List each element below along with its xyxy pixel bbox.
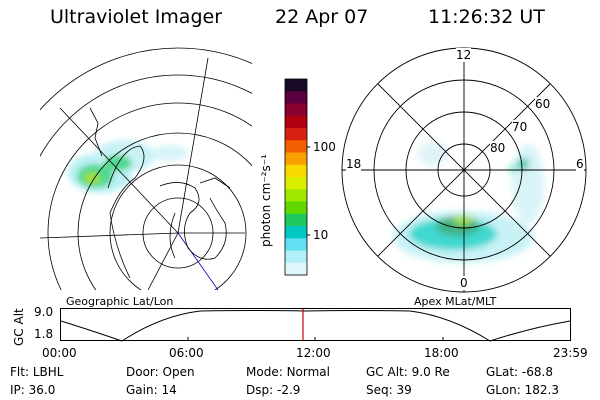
colorbar-tick-100: 100 xyxy=(313,140,336,154)
status-gain-value: 14 xyxy=(161,383,177,397)
status-mode-label: Mode: xyxy=(246,365,283,379)
colorbar-unit-label: photon cm⁻²s⁻¹ xyxy=(259,154,273,247)
timeline-ytick-9: 9.0 xyxy=(34,305,54,319)
status-ip: IP: 36.0 xyxy=(10,383,55,397)
timeline-xtick-0600: 06:00 xyxy=(169,346,204,360)
status-glon: GLon: 182.3 xyxy=(486,383,559,397)
colorbar-stripe xyxy=(285,79,307,92)
timeline-xtick-1200: 12:00 xyxy=(296,346,331,360)
app-title: Ultraviolet Imager xyxy=(50,6,223,28)
status-mode: Mode: Normal xyxy=(246,365,330,379)
timeline-xtick-1800: 18:00 xyxy=(424,346,459,360)
timeline-xtick-2359: 23:59 xyxy=(553,346,588,360)
status-mode-value: Normal xyxy=(286,365,330,379)
timeline-xtick-0000: 00:00 xyxy=(42,346,77,360)
colorbar-stripe xyxy=(285,238,307,251)
mlt-label-0: 0 xyxy=(460,276,468,290)
status-dsp-value: -2.9 xyxy=(276,383,301,397)
colorbar-stripe xyxy=(285,115,307,129)
right-panel-label: Apex MLat/MLT xyxy=(414,295,497,308)
status-door-label: Door: xyxy=(126,365,159,379)
status-door: Door: Open xyxy=(126,365,195,379)
status-seq-label: Seq: xyxy=(366,383,393,397)
colorbar-stripe xyxy=(285,189,307,202)
colorbar-stripe xyxy=(285,164,307,178)
status-flt-label: Flt: xyxy=(10,365,29,379)
mlt-label-6: 6 xyxy=(576,157,584,171)
left-panel-label: Geographic Lat/Lon xyxy=(66,295,174,308)
colorbar-stripe xyxy=(285,250,307,264)
colorbar-stripe xyxy=(285,152,307,166)
status-gcalt: GC Alt: 9.0 Re xyxy=(366,365,450,379)
timeline-ytick-1-8: 1.8 xyxy=(34,327,54,341)
mlat-label-60: 60 xyxy=(535,97,551,111)
status-glat-label: GLat: xyxy=(486,365,519,379)
status-glat-value: -68.8 xyxy=(521,365,553,379)
mlt-label-12: 12 xyxy=(456,48,472,62)
colorbar-tick-10: 10 xyxy=(313,228,329,242)
status-gcalt-value: 9.0 Re xyxy=(411,365,450,379)
status-dsp: Dsp: -2.9 xyxy=(246,383,300,397)
colorbar-stripe xyxy=(285,91,307,104)
geographic-map xyxy=(40,47,252,290)
header-date: 22 Apr 07 xyxy=(275,6,369,28)
status-glon-label: GLon: xyxy=(486,383,521,397)
colorbar-stripe xyxy=(285,177,307,190)
status-flt-value: LBHL xyxy=(32,365,64,379)
mlt-label-18: 18 xyxy=(346,157,362,171)
status-seq-value: 39 xyxy=(396,383,412,397)
status-ip-label: IP: xyxy=(10,383,25,397)
status-glon-value: 182.3 xyxy=(524,383,559,397)
status-dsp-label: Dsp: xyxy=(246,383,274,397)
status-ip-value: 36.0 xyxy=(28,383,56,397)
aurora-emission xyxy=(68,140,188,193)
aurora-oval xyxy=(393,142,544,263)
status-glat: GLat: -68.8 xyxy=(486,365,553,379)
colorbar-stripe xyxy=(285,226,307,239)
header-time: 11:26:32 UT xyxy=(428,6,545,28)
timeline-ylabel: GC Alt xyxy=(12,308,26,346)
status-door-value: Open xyxy=(162,365,195,379)
magnetic-polar-plot xyxy=(341,47,587,293)
status-gcalt-label: GC Alt: xyxy=(366,365,408,379)
colorbar-stripe xyxy=(285,140,307,153)
altitude-timeline xyxy=(60,308,571,342)
status-gain-label: Gain: xyxy=(126,383,158,397)
colorbar-stripe xyxy=(285,262,307,276)
mlat-label-80: 80 xyxy=(490,141,506,155)
colorbar-stripe xyxy=(285,128,307,141)
altitude-curve xyxy=(60,310,571,342)
colorbar-stripe xyxy=(285,213,307,227)
status-seq: Seq: 39 xyxy=(366,383,412,397)
status-flt: Flt: LBHL xyxy=(10,365,63,379)
colorbar-stripe xyxy=(285,201,307,215)
status-gain: Gain: 14 xyxy=(126,383,177,397)
colorbar xyxy=(284,78,310,276)
mlat-label-70: 70 xyxy=(512,120,528,134)
colorbar-stripe xyxy=(285,103,307,117)
